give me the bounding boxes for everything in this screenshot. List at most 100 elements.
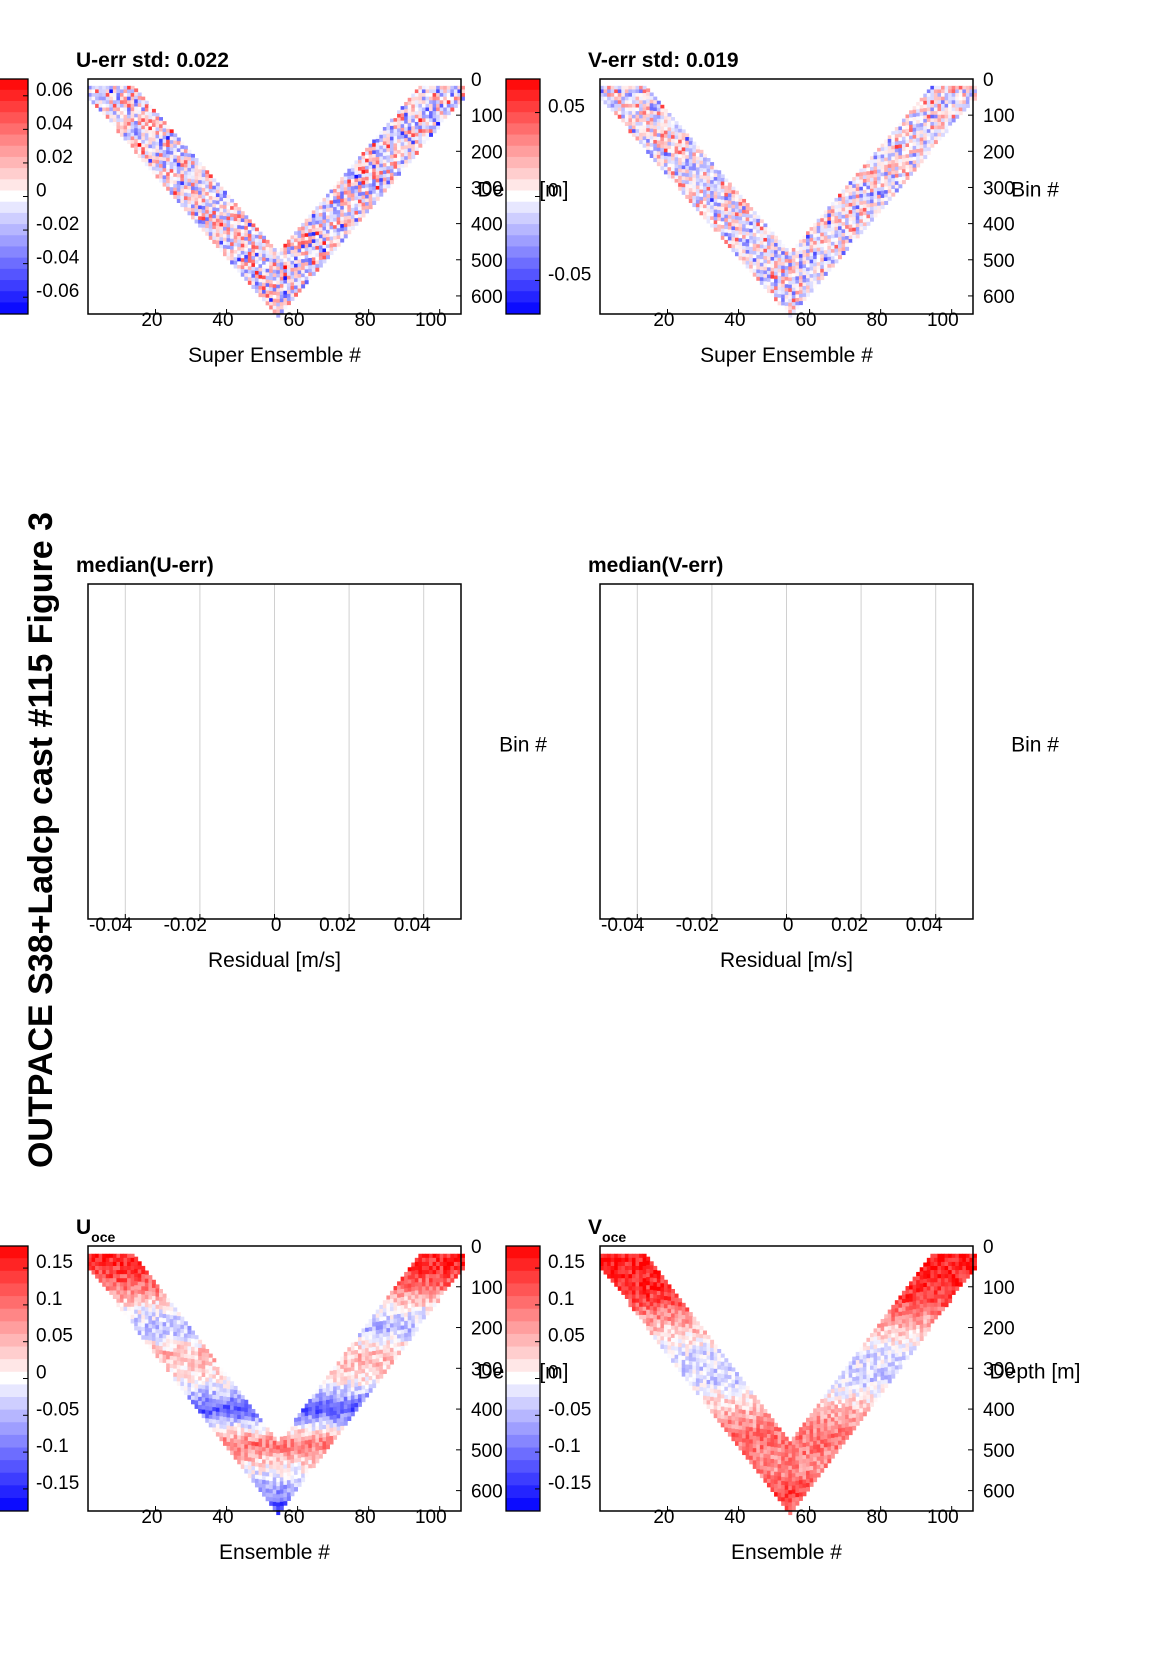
heatmap-cell: [215, 193, 220, 198]
heatmap-cell: [233, 253, 238, 258]
heatmap-cell: [208, 1369, 213, 1375]
heatmap-cell: [429, 1290, 433, 1295]
heatmap-cell: [159, 164, 164, 169]
heatmap-cell: [788, 299, 793, 304]
heatmap-cell: [852, 234, 857, 239]
heatmap-cell: [365, 1348, 370, 1353]
heatmap-cell: [226, 234, 231, 239]
heatmap-cell: [251, 259, 256, 264]
heatmap-cell: [283, 269, 288, 274]
heatmap-cell: [311, 242, 316, 247]
heatmap-cell: [361, 166, 366, 171]
heatmap-cell: [290, 1434, 295, 1440]
heatmap-cell: [887, 185, 892, 190]
heatmap-cell: [215, 189, 220, 194]
heatmap-cell: [215, 244, 220, 249]
heatmap-cell: [446, 1274, 451, 1279]
heatmap-cell: [194, 1343, 199, 1348]
heatmap-cell: [326, 240, 330, 245]
heatmap-cell: [137, 117, 142, 122]
heatmap-cell: [646, 95, 651, 100]
heatmap-cell: [127, 1265, 132, 1271]
heatmap-cell: [453, 1265, 458, 1271]
heatmap-cell: [180, 1349, 185, 1354]
heatmap-cell: [766, 281, 771, 286]
heatmap-cell: [148, 108, 153, 113]
heatmap-cell: [404, 1329, 409, 1334]
heatmap-cell: [802, 239, 807, 244]
heatmap-cell: [222, 205, 227, 210]
heatmap-cell: [119, 85, 124, 90]
heatmap-cell: [144, 1270, 149, 1275]
heatmap-cell: [294, 1421, 298, 1427]
heatmap-cell: [222, 241, 227, 246]
heatmap-cell: [148, 1328, 153, 1333]
heatmap-cell: [109, 1261, 114, 1267]
heatmap-cell: [265, 247, 270, 252]
heatmap-cell: [838, 251, 842, 256]
heatmap-cell: [692, 170, 697, 175]
heatmap-cell: [272, 302, 277, 307]
heatmap-cell: [397, 117, 402, 122]
heatmap-cell: [869, 181, 874, 186]
heatmap-cell: [162, 128, 167, 133]
heatmap-cell: [809, 237, 814, 242]
heatmap-cell: [692, 152, 697, 157]
heatmap-cell: [710, 194, 715, 199]
heatmap-cell: [642, 114, 647, 119]
heatmap-cell: [372, 1334, 377, 1340]
heatmap-cell: [862, 197, 867, 202]
heatmap-cell: [254, 263, 259, 268]
heatmap-cell: [222, 1416, 227, 1422]
heatmap-cell: [386, 1311, 391, 1317]
heatmap-cell: [781, 283, 786, 288]
heatmap-cell: [226, 1409, 231, 1414]
heatmap-cell: [397, 135, 402, 140]
heatmap-cell: [774, 293, 779, 298]
heatmap-cell: [607, 96, 612, 101]
heatmap-cell: [820, 265, 825, 270]
heatmap-cell: [230, 198, 235, 203]
heatmap-cell: [212, 1398, 217, 1404]
heatmap-cell: [151, 170, 156, 175]
heatmap-cell: [276, 1490, 281, 1495]
heatmap-cell: [617, 114, 622, 119]
heatmap-cell: [379, 134, 384, 139]
heatmap-cell: [201, 169, 206, 174]
heatmap-cell: [347, 183, 352, 188]
heatmap-cell: [180, 1316, 185, 1322]
heatmap-cell: [112, 118, 117, 123]
heatmap-cell: [681, 129, 686, 134]
heatmap-cell: [816, 225, 821, 231]
heatmap-cell: [770, 256, 775, 261]
heatmap-cell: [852, 231, 857, 236]
heatmap-cell: [322, 1412, 327, 1418]
heatmap-cell: [432, 107, 437, 112]
heatmap-cell: [407, 1336, 412, 1342]
heatmap-cell: [308, 261, 313, 266]
heatmap-cell: [411, 129, 416, 134]
heatmap-cell: [411, 1291, 416, 1296]
heatmap-cell: [443, 93, 448, 98]
heatmap-cell: [429, 1274, 433, 1279]
heatmap-cell: [283, 1431, 288, 1437]
heatmap-cell: [162, 1318, 167, 1323]
heatmap-cell: [294, 1446, 298, 1451]
heatmap-cell: [357, 1369, 362, 1375]
heatmap-cell: [308, 1403, 313, 1408]
heatmap-cell: [237, 1443, 242, 1448]
heatmap-cell: [397, 153, 402, 158]
heatmap-cell: [649, 135, 654, 140]
colorbar-segment: [0, 1397, 28, 1411]
heatmap-cell: [286, 1488, 291, 1493]
heatmap-cell: [788, 273, 793, 278]
heatmap-cell: [823, 235, 828, 240]
heatmap-cell: [219, 1391, 224, 1397]
heatmap-cell: [759, 230, 764, 235]
heatmap-cell: [742, 217, 747, 222]
heatmap-cell: [688, 155, 693, 160]
heatmap-cell: [873, 184, 878, 189]
heatmap-cell: [183, 1362, 188, 1367]
heatmap-cell: [350, 1379, 355, 1384]
heatmap-cell: [326, 1379, 330, 1384]
